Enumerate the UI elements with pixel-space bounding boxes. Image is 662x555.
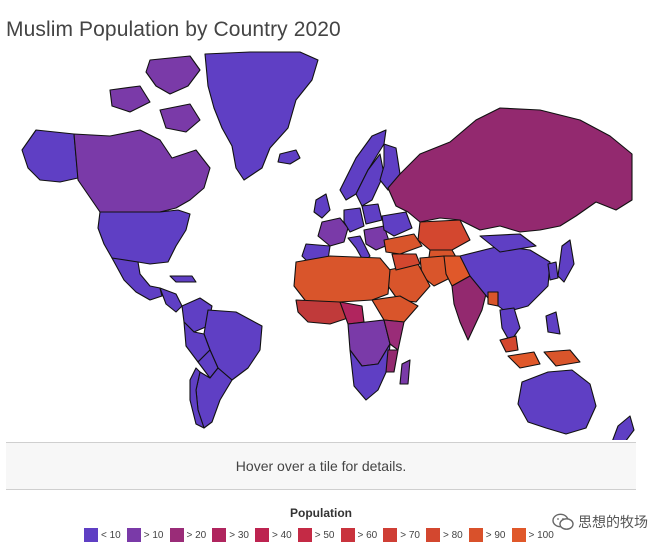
country-philippines[interactable] (545, 311, 561, 335)
country-russia[interactable] (387, 107, 633, 233)
country-indonesia-east[interactable] (543, 349, 581, 367)
country-canada[interactable] (73, 129, 211, 213)
country-malaysia[interactable] (499, 335, 519, 353)
legend: < 10 > 10 > 20 > 30 > 40 > 50 > 60 > 70 > 80 > 90… (84, 527, 560, 543)
country-usa[interactable] (97, 209, 191, 267)
chart-title: Muslim Population by Country 2020 (6, 18, 341, 41)
legend-title: Population (290, 506, 352, 520)
legend-swatch (340, 528, 355, 542)
country-indonesia[interactable] (507, 351, 541, 369)
hover-info-box: Hover over a tile for details. (6, 442, 636, 490)
legend-label: > 40 (272, 529, 292, 541)
legend-swatch (212, 528, 227, 542)
country-turkey[interactable] (383, 233, 423, 255)
country-poland[interactable] (361, 203, 383, 225)
country-mongolia[interactable] (479, 233, 537, 253)
legend-item: > 80 (426, 528, 463, 542)
country-bangladesh[interactable] (487, 291, 499, 307)
legend-swatch (468, 528, 483, 542)
country-chile[interactable] (189, 367, 205, 429)
legend-label: > 30 (229, 529, 249, 541)
legend-item: > 90 (468, 528, 506, 542)
country-mexico[interactable] (111, 257, 163, 301)
country-central-america[interactable] (159, 287, 183, 313)
country-madagascar[interactable] (399, 359, 411, 385)
legend-swatch (383, 528, 398, 542)
legend-swatch (255, 528, 269, 542)
country-korea[interactable] (547, 261, 559, 281)
legend-item: > 50 (297, 528, 335, 542)
legend-label: > 70 (400, 529, 420, 541)
country-germany[interactable] (343, 207, 365, 233)
legend-swatch (426, 528, 440, 542)
country-cuba[interactable] (169, 275, 197, 283)
legend-label: > 100 (528, 529, 554, 541)
country-nigeria[interactable] (339, 301, 365, 325)
country-ukraine[interactable] (381, 211, 413, 237)
legend-label: > 10 (143, 529, 164, 541)
country-japan[interactable] (557, 239, 575, 283)
legend-item: > 60 (340, 528, 378, 542)
legend-item: < 10 (84, 528, 121, 542)
legend-label: > 60 (357, 529, 378, 541)
country-iceland[interactable] (277, 149, 301, 165)
legend-item: > 30 (212, 528, 249, 542)
legend-item: > 20 (169, 528, 207, 542)
country-north-africa[interactable] (293, 255, 391, 305)
country-new-zealand[interactable] (612, 415, 635, 440)
legend-item: > 100 (511, 528, 554, 542)
country-balkans[interactable] (363, 225, 391, 251)
country-canada-islands[interactable] (145, 55, 201, 95)
country-southeast-asia[interactable] (499, 307, 521, 343)
country-france[interactable] (317, 217, 349, 247)
country-canada-islands-3[interactable] (159, 103, 201, 133)
legend-swatch (169, 528, 184, 542)
country-uk[interactable] (313, 193, 331, 219)
legend-swatch (84, 528, 98, 542)
country-horn-africa[interactable] (371, 295, 419, 323)
legend-label: > 90 (485, 529, 506, 541)
country-finland[interactable] (379, 143, 401, 191)
country-greenland[interactable] (204, 51, 319, 181)
legend-label: > 80 (443, 529, 463, 541)
watermark: 思想的牧场 (552, 512, 648, 532)
wechat-icon (552, 513, 574, 530)
legend-item: > 40 (255, 528, 292, 542)
legend-label: > 20 (186, 529, 207, 541)
legend-swatch (297, 528, 312, 542)
world-map-svg (21, 51, 635, 440)
country-iraq-syria[interactable] (391, 253, 421, 271)
country-alaska[interactable] (21, 129, 79, 183)
legend-label: > 50 (314, 529, 335, 541)
country-australia[interactable] (517, 369, 597, 435)
legend-label: < 10 (101, 529, 121, 541)
watermark-text: 思想的牧场 (578, 514, 648, 530)
country-kazakhstan[interactable] (417, 219, 471, 251)
legend-item: > 10 (126, 528, 164, 542)
legend-item: > 70 (383, 528, 420, 542)
legend-swatch (511, 528, 526, 542)
hover-info-text: Hover over a tile for details. (235, 458, 407, 474)
legend-swatch (126, 528, 141, 542)
world-map (0, 50, 662, 440)
country-mozambique[interactable] (385, 349, 399, 373)
country-canada-islands-2[interactable] (109, 85, 151, 113)
